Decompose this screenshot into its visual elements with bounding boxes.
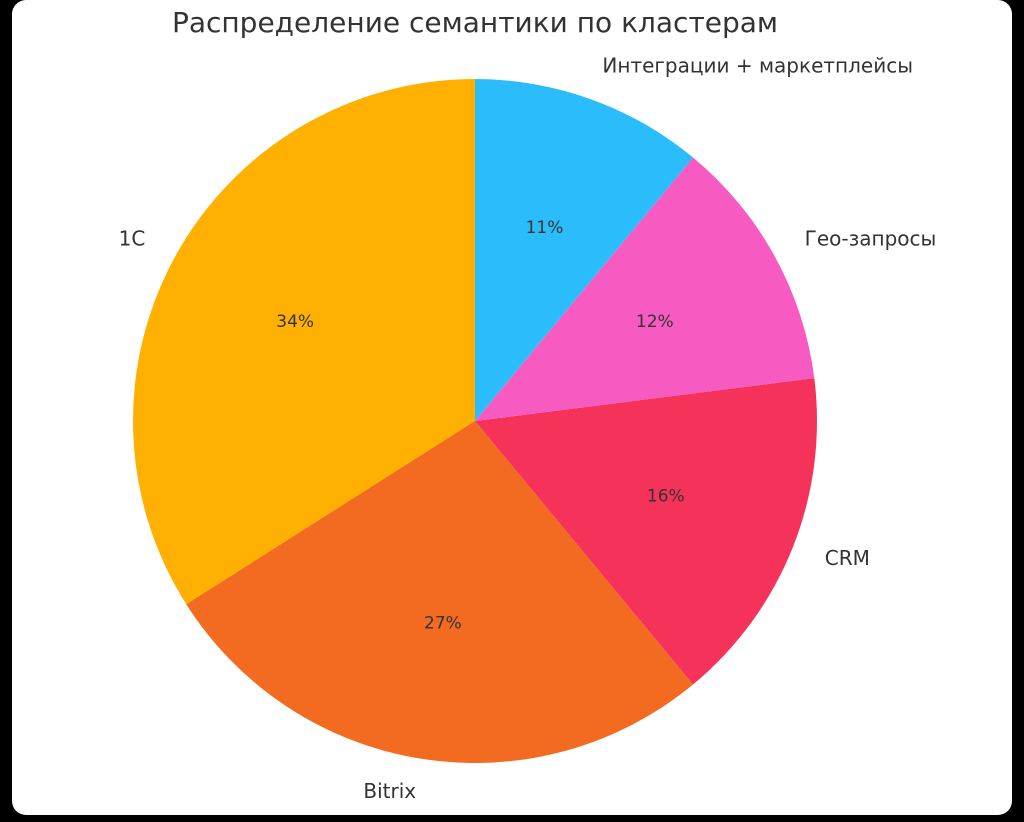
percent-label: 34% [276, 312, 314, 332]
pie-slice [133, 79, 476, 605]
pie-slice [475, 378, 817, 685]
slice-label: Интеграции + маркетплейсы [602, 54, 913, 78]
slice-label: Bitrix [363, 779, 416, 803]
slice-label: Гео-запросы [805, 226, 937, 250]
percent-label: 16% [647, 487, 685, 507]
chart-title: Распределение семантики по кластерам [172, 6, 778, 39]
slice-label: CRM [825, 546, 870, 570]
pie-slice [186, 421, 693, 764]
slice-label: 1C [119, 226, 146, 250]
pie-slice [475, 157, 815, 421]
percent-label: 11% [526, 218, 564, 238]
percent-label: 12% [636, 312, 674, 332]
pie-slice [475, 79, 693, 421]
percent-label: 27% [424, 614, 462, 634]
